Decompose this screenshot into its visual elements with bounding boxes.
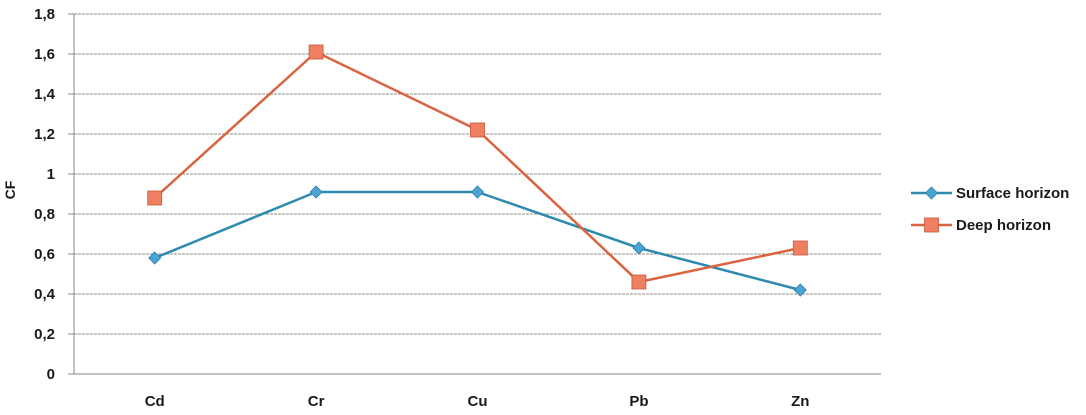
series-line: [154, 190, 801, 292]
y-tick-label: 0,2: [34, 326, 55, 343]
square-marker-icon: [924, 217, 939, 233]
diamond-marker-icon: [470, 185, 485, 199]
square-marker-icon: [147, 190, 163, 206]
x-axis-category-labels: Cd Cr Cu Pb Zn: [145, 393, 810, 410]
diamond-marker-icon: [632, 241, 646, 255]
x-category-label: Cr: [308, 393, 325, 410]
y-tick-label: 0: [47, 366, 55, 383]
legend-label: Surface horizon: [956, 185, 1069, 202]
x-category-label: Cu: [468, 393, 488, 410]
x-category-label: Pb: [629, 393, 648, 410]
y-axis-tick-labels: 0 0,2 0,4 0,6 0,8 1 1,2 1,4 1,6 1,8: [34, 6, 56, 383]
square-marker-icon: [631, 274, 647, 290]
diamond-marker-icon: [148, 251, 162, 265]
y-tick-label: 1,6: [34, 46, 55, 63]
y-tick-label: 1,4: [34, 86, 56, 103]
axes: [68, 13, 881, 375]
diamond-marker-icon: [924, 186, 939, 200]
y-axis-title: CF: [2, 180, 18, 199]
legend-label: Deep horizon: [956, 217, 1051, 234]
x-category-label: Zn: [791, 393, 809, 410]
series-surface-horizon: [148, 185, 807, 297]
y-tick-label: 1,2: [34, 126, 55, 143]
square-marker-icon: [308, 44, 324, 60]
x-category-label: Cd: [145, 393, 165, 410]
legend-item-surface-horizon: Surface horizon: [911, 185, 1069, 202]
gridlines: [74, 13, 881, 335]
square-marker-icon: [470, 122, 485, 138]
y-tick-label: 0,8: [34, 206, 55, 223]
series-deep-horizon: [147, 44, 808, 290]
diamond-marker-icon: [309, 185, 323, 199]
square-marker-icon: [792, 240, 808, 256]
y-tick-label: 0,4: [34, 286, 56, 303]
legend: Surface horizon Deep horizon: [911, 185, 1069, 234]
series-line: [153, 50, 801, 284]
y-tick-label: 1: [47, 166, 55, 183]
y-tick-label: 0,6: [34, 246, 55, 263]
diamond-marker-icon: [793, 283, 807, 297]
y-tick-label: 1,8: [34, 6, 55, 23]
data-series: [147, 44, 808, 297]
legend-item-deep-horizon: Deep horizon: [911, 217, 1051, 234]
